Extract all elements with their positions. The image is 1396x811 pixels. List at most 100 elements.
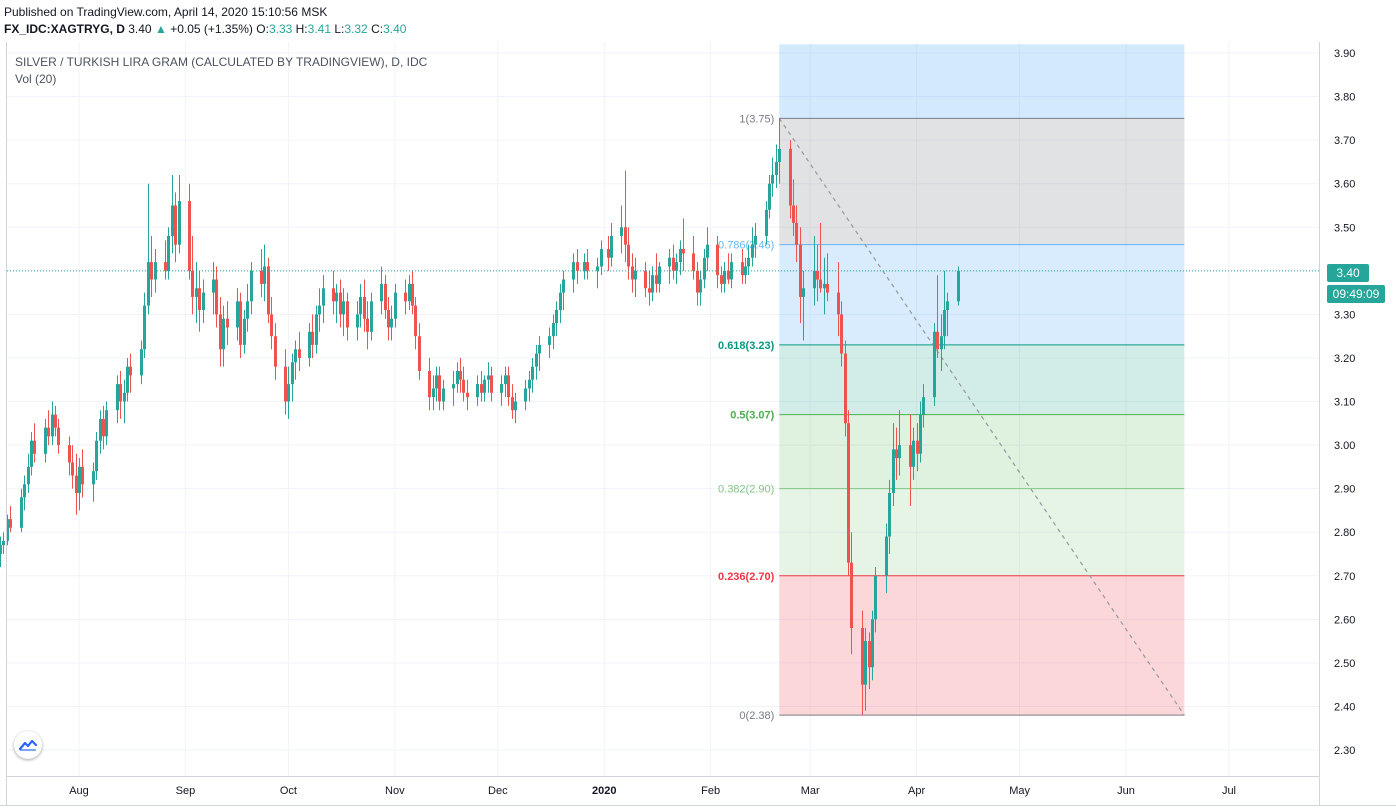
candle	[940, 314, 943, 372]
open-label: O:	[256, 22, 269, 36]
candle-body	[837, 292, 840, 315]
candle-body	[143, 305, 146, 350]
candle	[30, 431, 33, 476]
candle-body	[723, 270, 726, 284]
candle-body	[531, 366, 534, 380]
high-label: H:	[295, 22, 308, 36]
candle-body	[634, 270, 637, 280]
candle-body	[675, 262, 678, 271]
candle	[490, 366, 493, 402]
candle	[909, 414, 912, 507]
candle	[816, 244, 819, 302]
candle	[600, 240, 603, 276]
candle-body	[699, 279, 702, 293]
candle	[624, 170, 627, 263]
candle-body	[27, 466, 30, 485]
candle	[140, 340, 143, 385]
candle	[466, 379, 469, 411]
x-tick-label: 2020	[592, 785, 616, 797]
candle	[51, 401, 54, 446]
candle-body	[819, 279, 822, 289]
candle-body	[140, 349, 143, 376]
candle	[778, 118, 781, 184]
candle	[322, 275, 325, 324]
candle	[819, 222, 822, 293]
grid	[7, 42, 1319, 776]
candle-body	[487, 375, 490, 380]
fibonacci-retracement[interactable]: 1(3.75) 0.786(3.46) 0.618(3.23) 0.5(3.07) 0.…	[718, 44, 1185, 722]
tradingview-logo-icon[interactable]	[14, 731, 42, 759]
candle-body	[871, 619, 874, 668]
y-tick-label: 3.20	[1334, 353, 1355, 365]
candle-body	[552, 323, 555, 337]
candle	[164, 240, 167, 280]
candle	[620, 205, 623, 254]
candle-body	[583, 262, 586, 271]
candle	[837, 262, 840, 337]
candle-body	[572, 262, 575, 280]
volume-indicator-label[interactable]: Vol (20)	[15, 72, 57, 86]
candle	[957, 266, 960, 306]
candle-body	[919, 414, 922, 454]
candle-body	[414, 305, 417, 337]
candle	[250, 262, 253, 315]
candle-body	[298, 349, 301, 358]
candle-body	[648, 288, 651, 293]
candle-body	[219, 314, 222, 350]
candle	[919, 401, 922, 463]
candle-body	[47, 427, 50, 437]
x-tick-label: Mar	[801, 785, 820, 797]
candle-body	[408, 283, 411, 302]
series-title[interactable]: SILVER / TURKISH LIRA GRAM (CALCULATED B…	[15, 55, 428, 69]
candle-body	[466, 392, 469, 398]
candle-body	[2, 540, 5, 546]
candle-body	[765, 209, 768, 236]
candle	[318, 288, 321, 332]
candle-body	[442, 388, 445, 402]
candle-body	[342, 301, 345, 315]
open-value: 3.33	[268, 22, 293, 36]
candle-body	[771, 174, 774, 184]
candle-body	[315, 314, 318, 345]
candle	[789, 140, 792, 219]
candle-body	[432, 388, 435, 398]
x-tick-label: Feb	[701, 785, 720, 797]
candle-body	[682, 249, 685, 254]
candle-body	[823, 283, 826, 289]
candle-body	[778, 148, 781, 162]
candle	[531, 357, 534, 393]
candle	[428, 357, 431, 411]
candle-body	[716, 244, 719, 276]
fib-level-label: 0.236(2.70)	[718, 571, 775, 583]
candle-body	[912, 440, 915, 467]
candle	[171, 174, 174, 254]
candle	[644, 262, 647, 297]
candle-body	[215, 279, 218, 315]
candle-body	[384, 283, 387, 311]
candle	[823, 257, 826, 315]
candle	[387, 296, 390, 341]
candle-body	[555, 310, 558, 324]
candle-body	[154, 262, 157, 280]
candle	[23, 475, 26, 511]
y-tick-label: 3.90	[1334, 48, 1355, 60]
candle	[692, 235, 695, 280]
candle	[524, 379, 527, 411]
candle	[795, 205, 798, 263]
candle-body	[75, 475, 78, 493]
candle	[57, 418, 60, 454]
candle-body	[610, 235, 613, 258]
symbol-label[interactable]: FX_IDC:XAGTRYG, D	[4, 22, 125, 36]
candle	[476, 375, 479, 406]
fib-zone	[779, 488, 1185, 576]
candle-body	[480, 384, 483, 393]
candle	[78, 458, 81, 511]
candle-body	[370, 301, 373, 332]
candle-body	[51, 414, 54, 437]
fib-zone	[779, 118, 1185, 245]
candle	[552, 314, 555, 350]
candle-body	[366, 318, 369, 332]
y-tick-label: 2.90	[1334, 484, 1355, 496]
candle-body	[6, 519, 9, 541]
